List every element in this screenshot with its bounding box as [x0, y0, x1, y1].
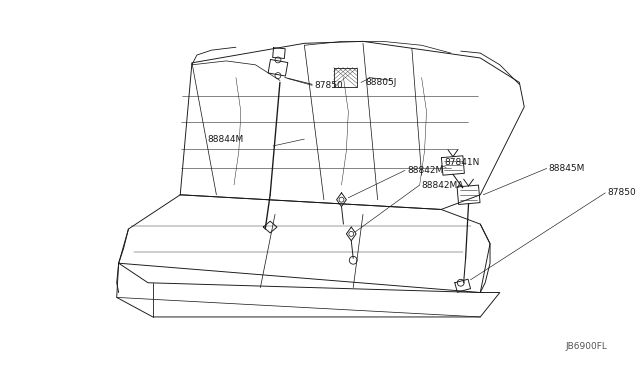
Text: 88805J: 88805J [365, 78, 396, 87]
Text: 87850: 87850 [607, 188, 636, 197]
Text: 88844M: 88844M [207, 135, 244, 144]
Text: 88842MA: 88842MA [422, 180, 464, 189]
Text: JB6900FL: JB6900FL [566, 342, 607, 351]
Text: 87841N: 87841N [444, 158, 479, 167]
Text: 88842M: 88842M [407, 166, 444, 175]
Text: 87850: 87850 [314, 81, 343, 90]
Text: 88845M: 88845M [548, 164, 585, 173]
